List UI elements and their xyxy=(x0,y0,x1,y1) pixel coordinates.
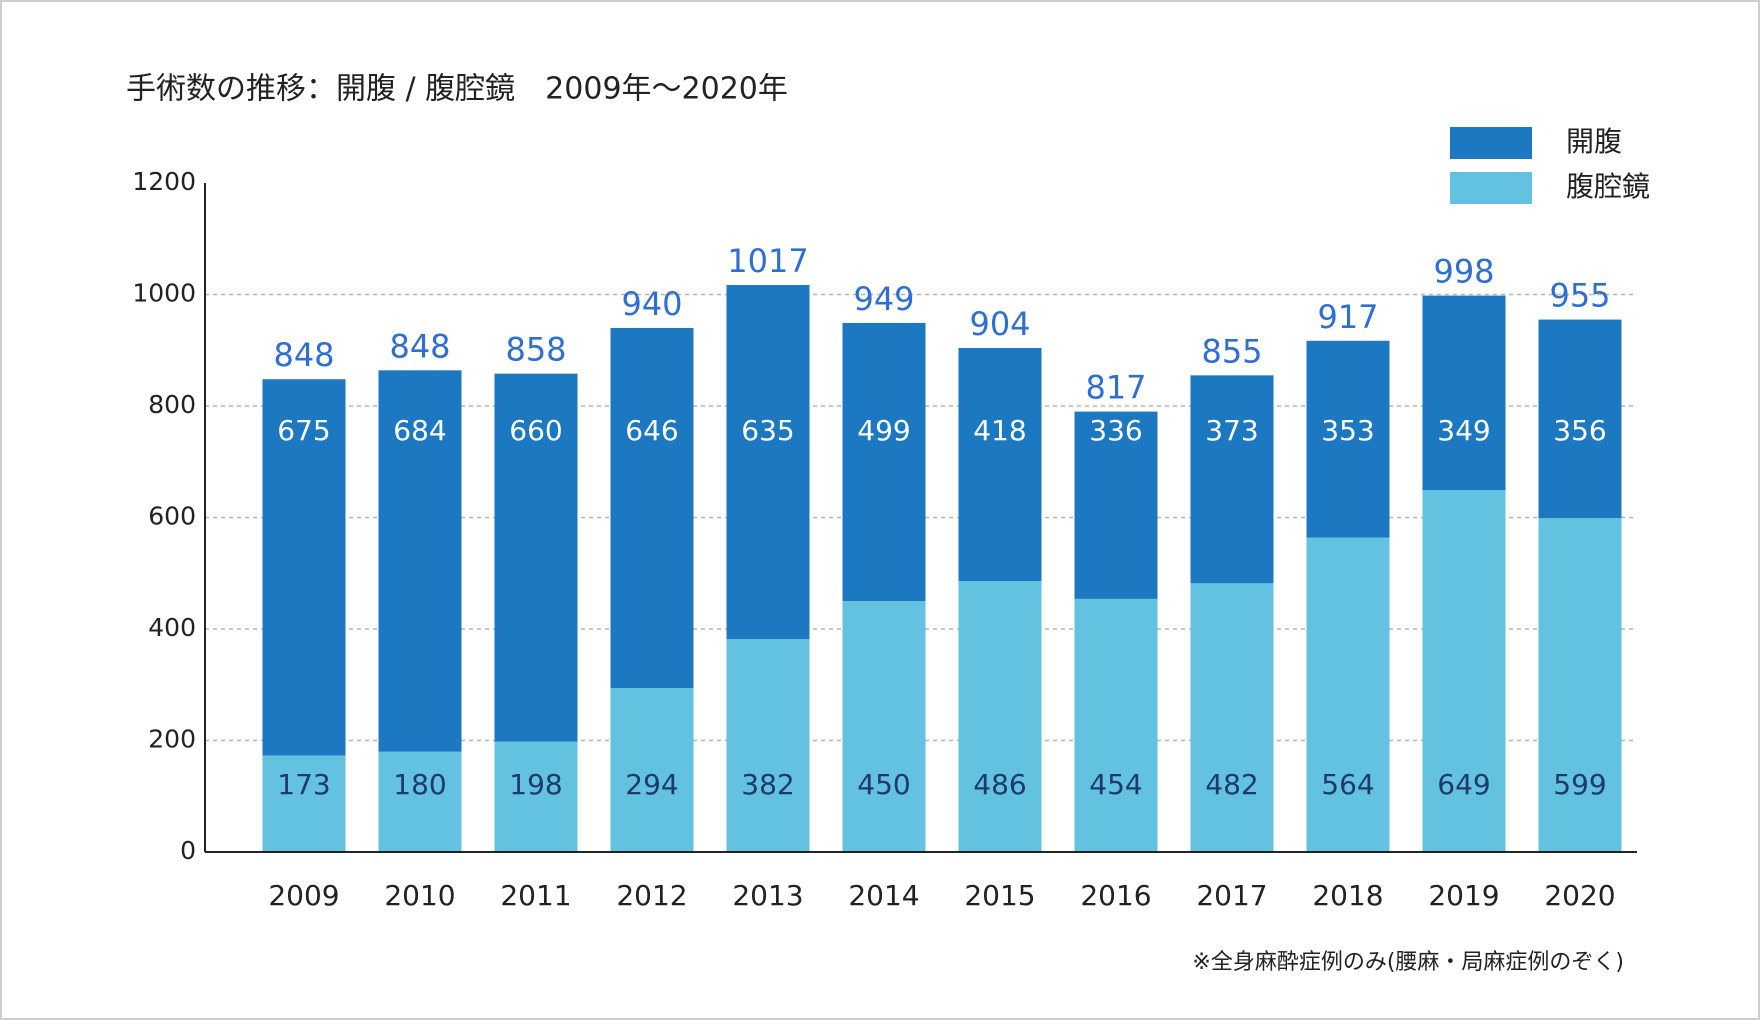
value-label: 649 xyxy=(1437,768,1490,801)
legend-label: 腹腔鏡 xyxy=(1566,170,1650,203)
value-label: 336 xyxy=(1089,414,1142,447)
bar-segment xyxy=(1306,340,1390,538)
total-label: 998 xyxy=(1433,253,1494,291)
value-label: 373 xyxy=(1205,414,1258,447)
x-tick-label: 2016 xyxy=(1080,879,1151,912)
x-tick-label: 2013 xyxy=(732,879,803,912)
value-label: 684 xyxy=(393,414,446,447)
value-label: 353 xyxy=(1321,414,1374,447)
value-label: 356 xyxy=(1553,414,1606,447)
bar-segment xyxy=(262,755,346,852)
value-label: 482 xyxy=(1205,768,1258,801)
y-tick-label: 0 xyxy=(180,836,196,865)
total-label: 1017 xyxy=(727,242,808,280)
total-label: 949 xyxy=(853,280,914,318)
bar-segment xyxy=(842,601,926,852)
value-label: 646 xyxy=(625,414,678,447)
x-tick-label: 2014 xyxy=(848,879,919,912)
legend-swatch xyxy=(1450,172,1532,204)
x-tick-label: 2010 xyxy=(384,879,455,912)
value-label: 564 xyxy=(1321,768,1374,801)
value-label: 180 xyxy=(393,768,446,801)
total-label: 940 xyxy=(621,285,682,323)
y-tick-label: 1200 xyxy=(132,167,196,196)
total-label: 858 xyxy=(505,331,566,369)
value-label: 450 xyxy=(857,768,910,801)
bar-segment xyxy=(1074,598,1158,852)
x-tick-label: 2018 xyxy=(1312,879,1383,912)
x-tick-label: 2020 xyxy=(1544,879,1615,912)
value-label: 198 xyxy=(509,768,562,801)
value-label: 675 xyxy=(277,414,330,447)
bar-segment xyxy=(958,581,1042,852)
bar-segment xyxy=(378,751,462,852)
value-label: 382 xyxy=(741,768,794,801)
y-tick-label: 200 xyxy=(148,725,196,754)
total-label: 848 xyxy=(273,336,334,374)
value-label: 454 xyxy=(1089,768,1142,801)
x-tick-label: 2015 xyxy=(964,879,1035,912)
value-label: 486 xyxy=(973,768,1026,801)
bar-segment xyxy=(1190,375,1274,584)
bar-segment xyxy=(1422,490,1506,852)
value-label: 294 xyxy=(625,768,678,801)
chart-title: 手術数の推移：開腹 / 腹腔鏡 2009年〜2020年 xyxy=(126,72,788,107)
bar-segment xyxy=(494,373,578,742)
bar-segment xyxy=(610,688,694,852)
bar-segment xyxy=(494,741,578,852)
total-label: 855 xyxy=(1201,332,1262,370)
y-tick-label: 1000 xyxy=(132,279,196,308)
bar-segment xyxy=(1306,537,1390,852)
bar-segment xyxy=(1190,583,1274,852)
x-tick-label: 2017 xyxy=(1196,879,1267,912)
legend-label: 開腹 xyxy=(1566,125,1622,158)
y-tick-label: 800 xyxy=(148,390,196,419)
value-label: 418 xyxy=(973,414,1026,447)
bar-segment xyxy=(1538,319,1622,519)
legend-swatch xyxy=(1450,127,1532,159)
value-label: 173 xyxy=(277,768,330,801)
x-tick-label: 2011 xyxy=(500,879,571,912)
y-tick-label: 600 xyxy=(148,502,196,531)
bar-segment xyxy=(610,327,694,689)
bar-segment xyxy=(726,285,810,640)
bar-segment xyxy=(726,639,810,852)
total-label: 917 xyxy=(1317,298,1378,336)
total-label: 904 xyxy=(969,305,1030,343)
x-tick-label: 2019 xyxy=(1428,879,1499,912)
x-tick-label: 2012 xyxy=(616,879,687,912)
bar-segment xyxy=(1538,518,1622,852)
bar-segment xyxy=(262,379,346,756)
x-tick-label: 2009 xyxy=(268,879,339,912)
y-tick-label: 400 xyxy=(148,613,196,642)
value-label: 660 xyxy=(509,414,562,447)
value-label: 599 xyxy=(1553,768,1606,801)
total-label: 817 xyxy=(1085,369,1146,407)
bar-segment xyxy=(958,348,1042,582)
value-label: 635 xyxy=(741,414,794,447)
total-label: 848 xyxy=(389,327,450,365)
value-label: 499 xyxy=(857,414,910,447)
bar-segment xyxy=(1074,411,1158,599)
footnote: ※全身麻酔症例のみ(腰麻・局麻症例のぞく) xyxy=(1192,950,1624,975)
bar-segment xyxy=(378,370,462,752)
bar-segment xyxy=(842,322,926,602)
bar-segment xyxy=(1422,295,1506,491)
value-label: 349 xyxy=(1437,414,1490,447)
total-label: 955 xyxy=(1549,277,1610,315)
